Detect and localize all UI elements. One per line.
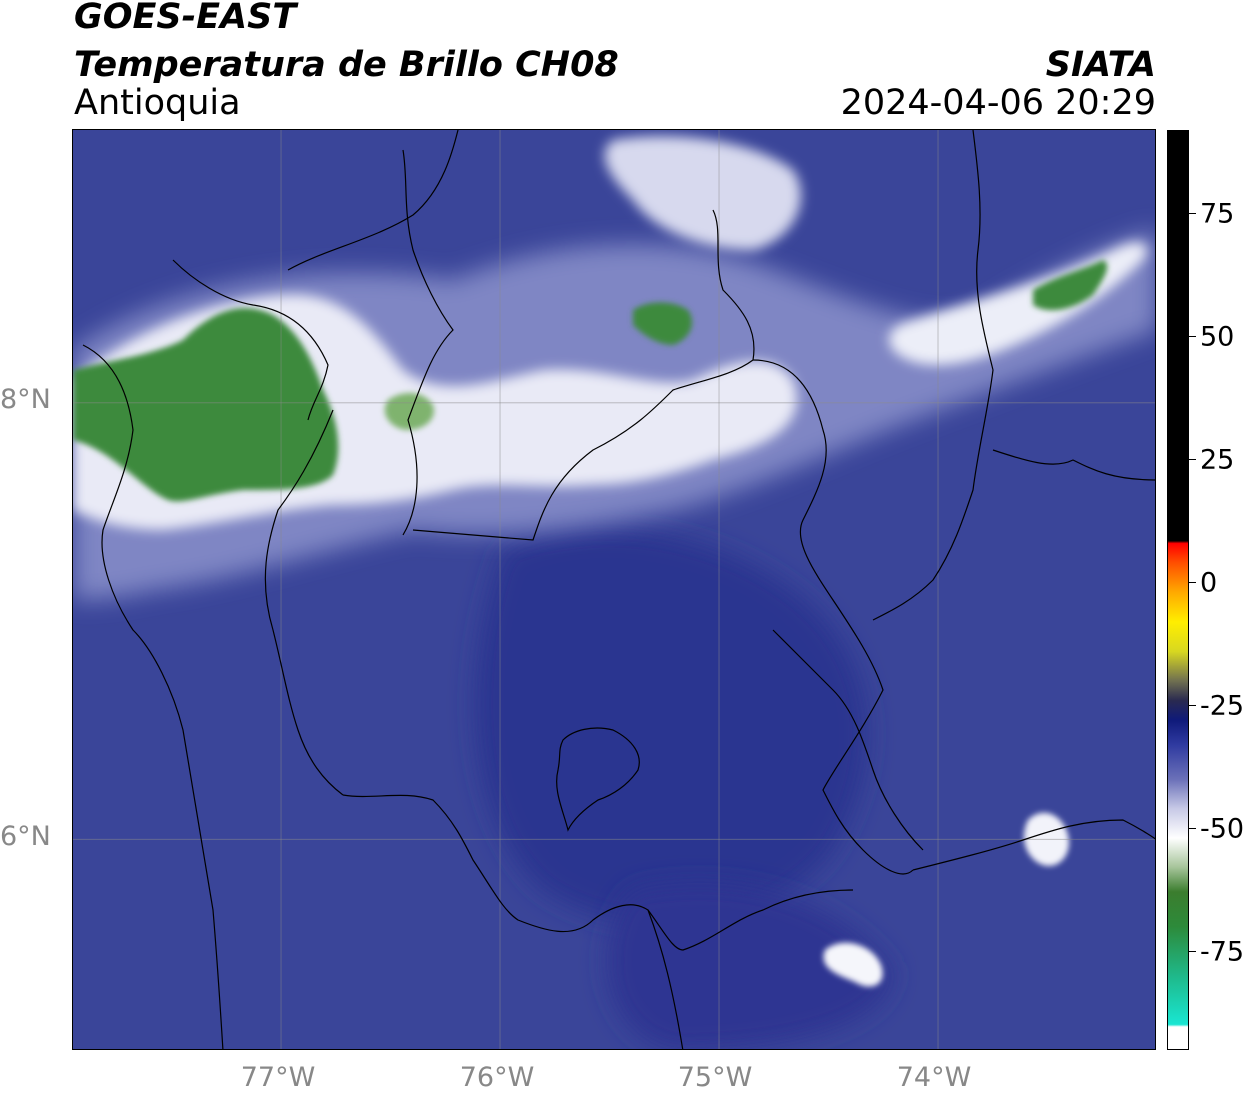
colorbar-tick [1189, 704, 1196, 707]
cloud-field [73, 136, 1155, 1049]
product-title: Temperatura de Brillo CH08 [74, 45, 619, 85]
colorbar-tick-label: -25 [1200, 690, 1245, 722]
colorbar-tick-label: 75 [1200, 198, 1235, 230]
lat-label-6n: 6°N [0, 821, 51, 852]
magdalena-river-border [772, 629, 924, 851]
region-label: Antioquia [74, 83, 241, 123]
green-uraba-cell [73, 308, 339, 502]
brightness-temperature-map [73, 130, 1155, 1049]
colorbar-tick-label: 25 [1200, 444, 1235, 476]
colorbar-tick [1189, 335, 1196, 338]
lon-label-76w: 76°W [459, 1062, 535, 1093]
colorbar [1167, 130, 1189, 1050]
antioquia-main-border [412, 209, 755, 541]
antioquia-west-border [264, 409, 344, 796]
antioquia-south-border [342, 794, 854, 951]
green-small-cell [384, 393, 434, 430]
lon-label-75w: 75°W [677, 1062, 753, 1093]
cloud-streaks-north [604, 136, 801, 250]
department-border-east [872, 130, 994, 621]
green-central-cell [633, 302, 693, 345]
lon-label-77w: 77°W [240, 1062, 316, 1093]
antioquia-east-border [752, 359, 914, 875]
valle-aburra-outline [556, 727, 640, 832]
map-panel [72, 129, 1156, 1050]
colorbar-tick-label: -50 [1200, 813, 1245, 845]
white-patch-south [823, 942, 883, 987]
department-border-se [912, 819, 1155, 871]
antioquia-north-border [402, 149, 454, 536]
colorbar-tick-label: 0 [1200, 567, 1218, 599]
green-ne-cell [1033, 260, 1108, 311]
colorbar-tick-label: -75 [1200, 936, 1245, 968]
colorbar-tick [1189, 827, 1196, 830]
political-borders [82, 130, 1155, 1049]
coastline-uraba-gulf [172, 259, 329, 421]
department-border-south [647, 909, 684, 1049]
deep-blue-core [475, 529, 868, 925]
timestamp-label: 2024-04-06 20:29 [840, 83, 1156, 123]
satellite-title: GOES-EAST [74, 0, 297, 37]
colorbar-tick-label: 50 [1200, 321, 1235, 353]
colorbar-tick [1189, 950, 1196, 953]
colorbar-tick [1189, 458, 1196, 461]
deep-blue-south [606, 882, 893, 1049]
lat-label-8n: 8°N [0, 384, 51, 415]
colorbar-tick [1189, 581, 1196, 584]
coastline-caribbean [287, 130, 459, 271]
department-border-ne [992, 449, 1155, 481]
lon-label-74w: 74°W [896, 1062, 972, 1093]
coastline-pacific [82, 344, 224, 1049]
gridlines [73, 130, 1155, 1049]
colorbar-tick [1189, 212, 1196, 215]
organization-label: SIATA [1045, 45, 1156, 85]
